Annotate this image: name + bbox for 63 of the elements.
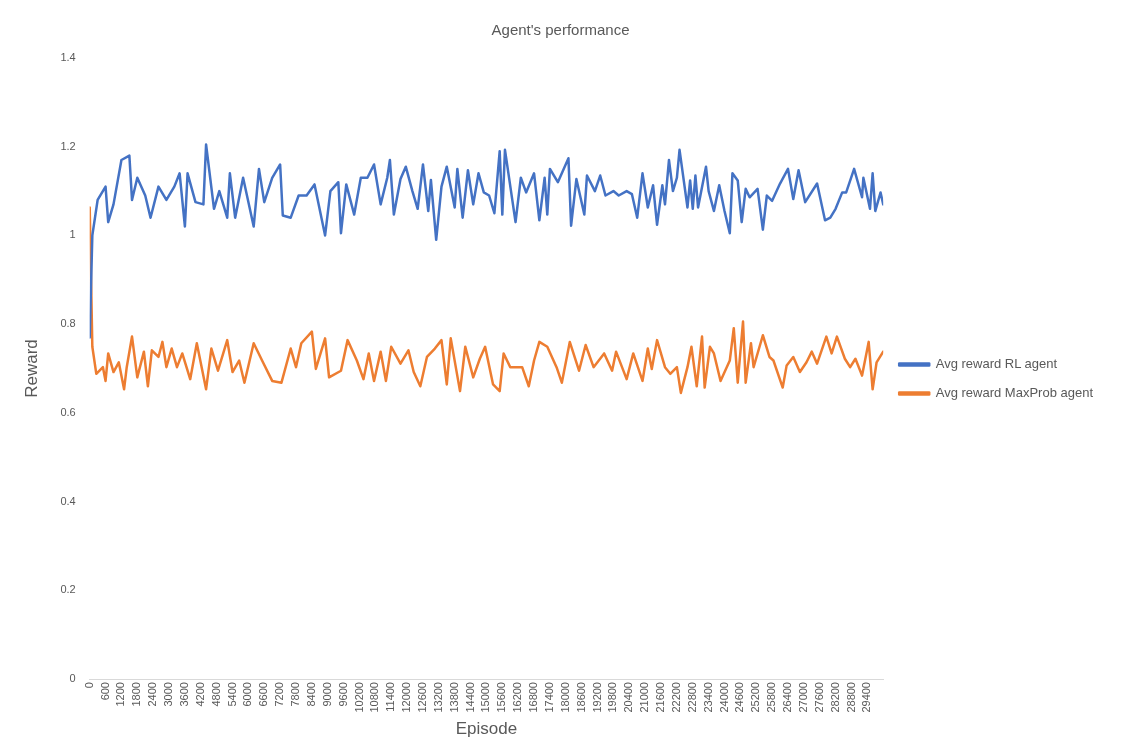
x-tick-label: 22200 xyxy=(669,682,682,713)
x-tick-label: 10200 xyxy=(352,682,365,713)
x-tick-label: 18600 xyxy=(574,682,587,713)
x-tick-label: 8400 xyxy=(304,682,317,707)
x-tick-label: 20400 xyxy=(622,682,635,713)
x-tick-label: 15000 xyxy=(479,682,492,713)
x-tick-label: 19800 xyxy=(606,682,619,713)
x-tick-label: 12000 xyxy=(400,682,413,713)
x-tick-label: 3600 xyxy=(177,682,190,707)
x-tick-label: 4200 xyxy=(193,682,206,707)
x-tick-label: 23400 xyxy=(701,682,714,713)
y-tick-label: 0.8 xyxy=(60,317,76,330)
x-tick-label: 3000 xyxy=(162,682,175,707)
y-tick-label: 0.4 xyxy=(60,494,76,507)
x-tick-label: 15600 xyxy=(495,682,508,713)
x-tick-label: 600 xyxy=(98,682,111,701)
x-tick-label: 4800 xyxy=(209,682,222,707)
x-tick-label: 26400 xyxy=(781,682,794,713)
x-tick-label: 0 xyxy=(82,682,95,689)
x-tick-label: 2400 xyxy=(146,682,159,707)
x-tick-label: 14400 xyxy=(463,682,476,713)
x-tick-label: 12600 xyxy=(416,682,428,713)
x-tick-label: 18000 xyxy=(558,682,571,713)
y-tick-label: 0.6 xyxy=(60,405,76,418)
x-tick-label: 25200 xyxy=(749,682,762,713)
x-tick-label: 25800 xyxy=(765,682,778,713)
y-tick-label: 0.2 xyxy=(60,583,76,596)
y-tick-label: 1.2 xyxy=(60,139,76,152)
x-tick-label: 9000 xyxy=(320,682,333,707)
y-axis-title: Reward xyxy=(21,339,41,398)
x-tick-label: 21000 xyxy=(638,682,651,713)
x-tick-label: 27000 xyxy=(796,682,809,713)
y-tick-label: 0 xyxy=(69,672,76,685)
x-tick-label: 28200 xyxy=(828,682,841,713)
x-tick-label: 24600 xyxy=(733,682,746,713)
x-tick-label: 1800 xyxy=(130,682,143,707)
x-tick-label: 1200 xyxy=(114,682,127,707)
x-tick-label: 27600 xyxy=(812,682,825,713)
x-tick-label: 13800 xyxy=(447,682,460,713)
x-tick-label: 22800 xyxy=(685,682,698,713)
x-tick-label: 17400 xyxy=(542,682,555,713)
x-tick-label: 28800 xyxy=(844,682,857,713)
x-axis-title: Episode xyxy=(455,719,518,739)
x-tick-label: 7800 xyxy=(289,682,302,707)
x-tick-label: 21600 xyxy=(654,682,667,713)
x-tick-label: 11400 xyxy=(384,682,397,712)
legend-label: Avg reward RL agent xyxy=(935,356,1058,372)
y-tick-label: 1 xyxy=(69,228,76,241)
x-tick-label: 6000 xyxy=(241,682,254,707)
x-tick-label: 10800 xyxy=(368,682,381,713)
x-tick-label: 16200 xyxy=(511,682,524,713)
chart-title: Agent's performance xyxy=(491,21,630,39)
x-tick-label: 19200 xyxy=(590,682,603,713)
x-tick-label: 9600 xyxy=(336,682,349,707)
x-tick-label: 7200 xyxy=(273,682,286,707)
legend-label: Avg reward MaxProb agent xyxy=(935,385,1094,401)
x-tick-label: 29400 xyxy=(860,682,873,713)
x-tick-label: 13200 xyxy=(431,682,444,713)
x-tick-label: 5400 xyxy=(225,682,238,707)
x-tick-label: 6600 xyxy=(257,682,270,707)
y-tick-label: 1.4 xyxy=(60,51,76,64)
x-tick-label: 16800 xyxy=(527,682,540,713)
x-tick-label: 24000 xyxy=(717,682,730,713)
